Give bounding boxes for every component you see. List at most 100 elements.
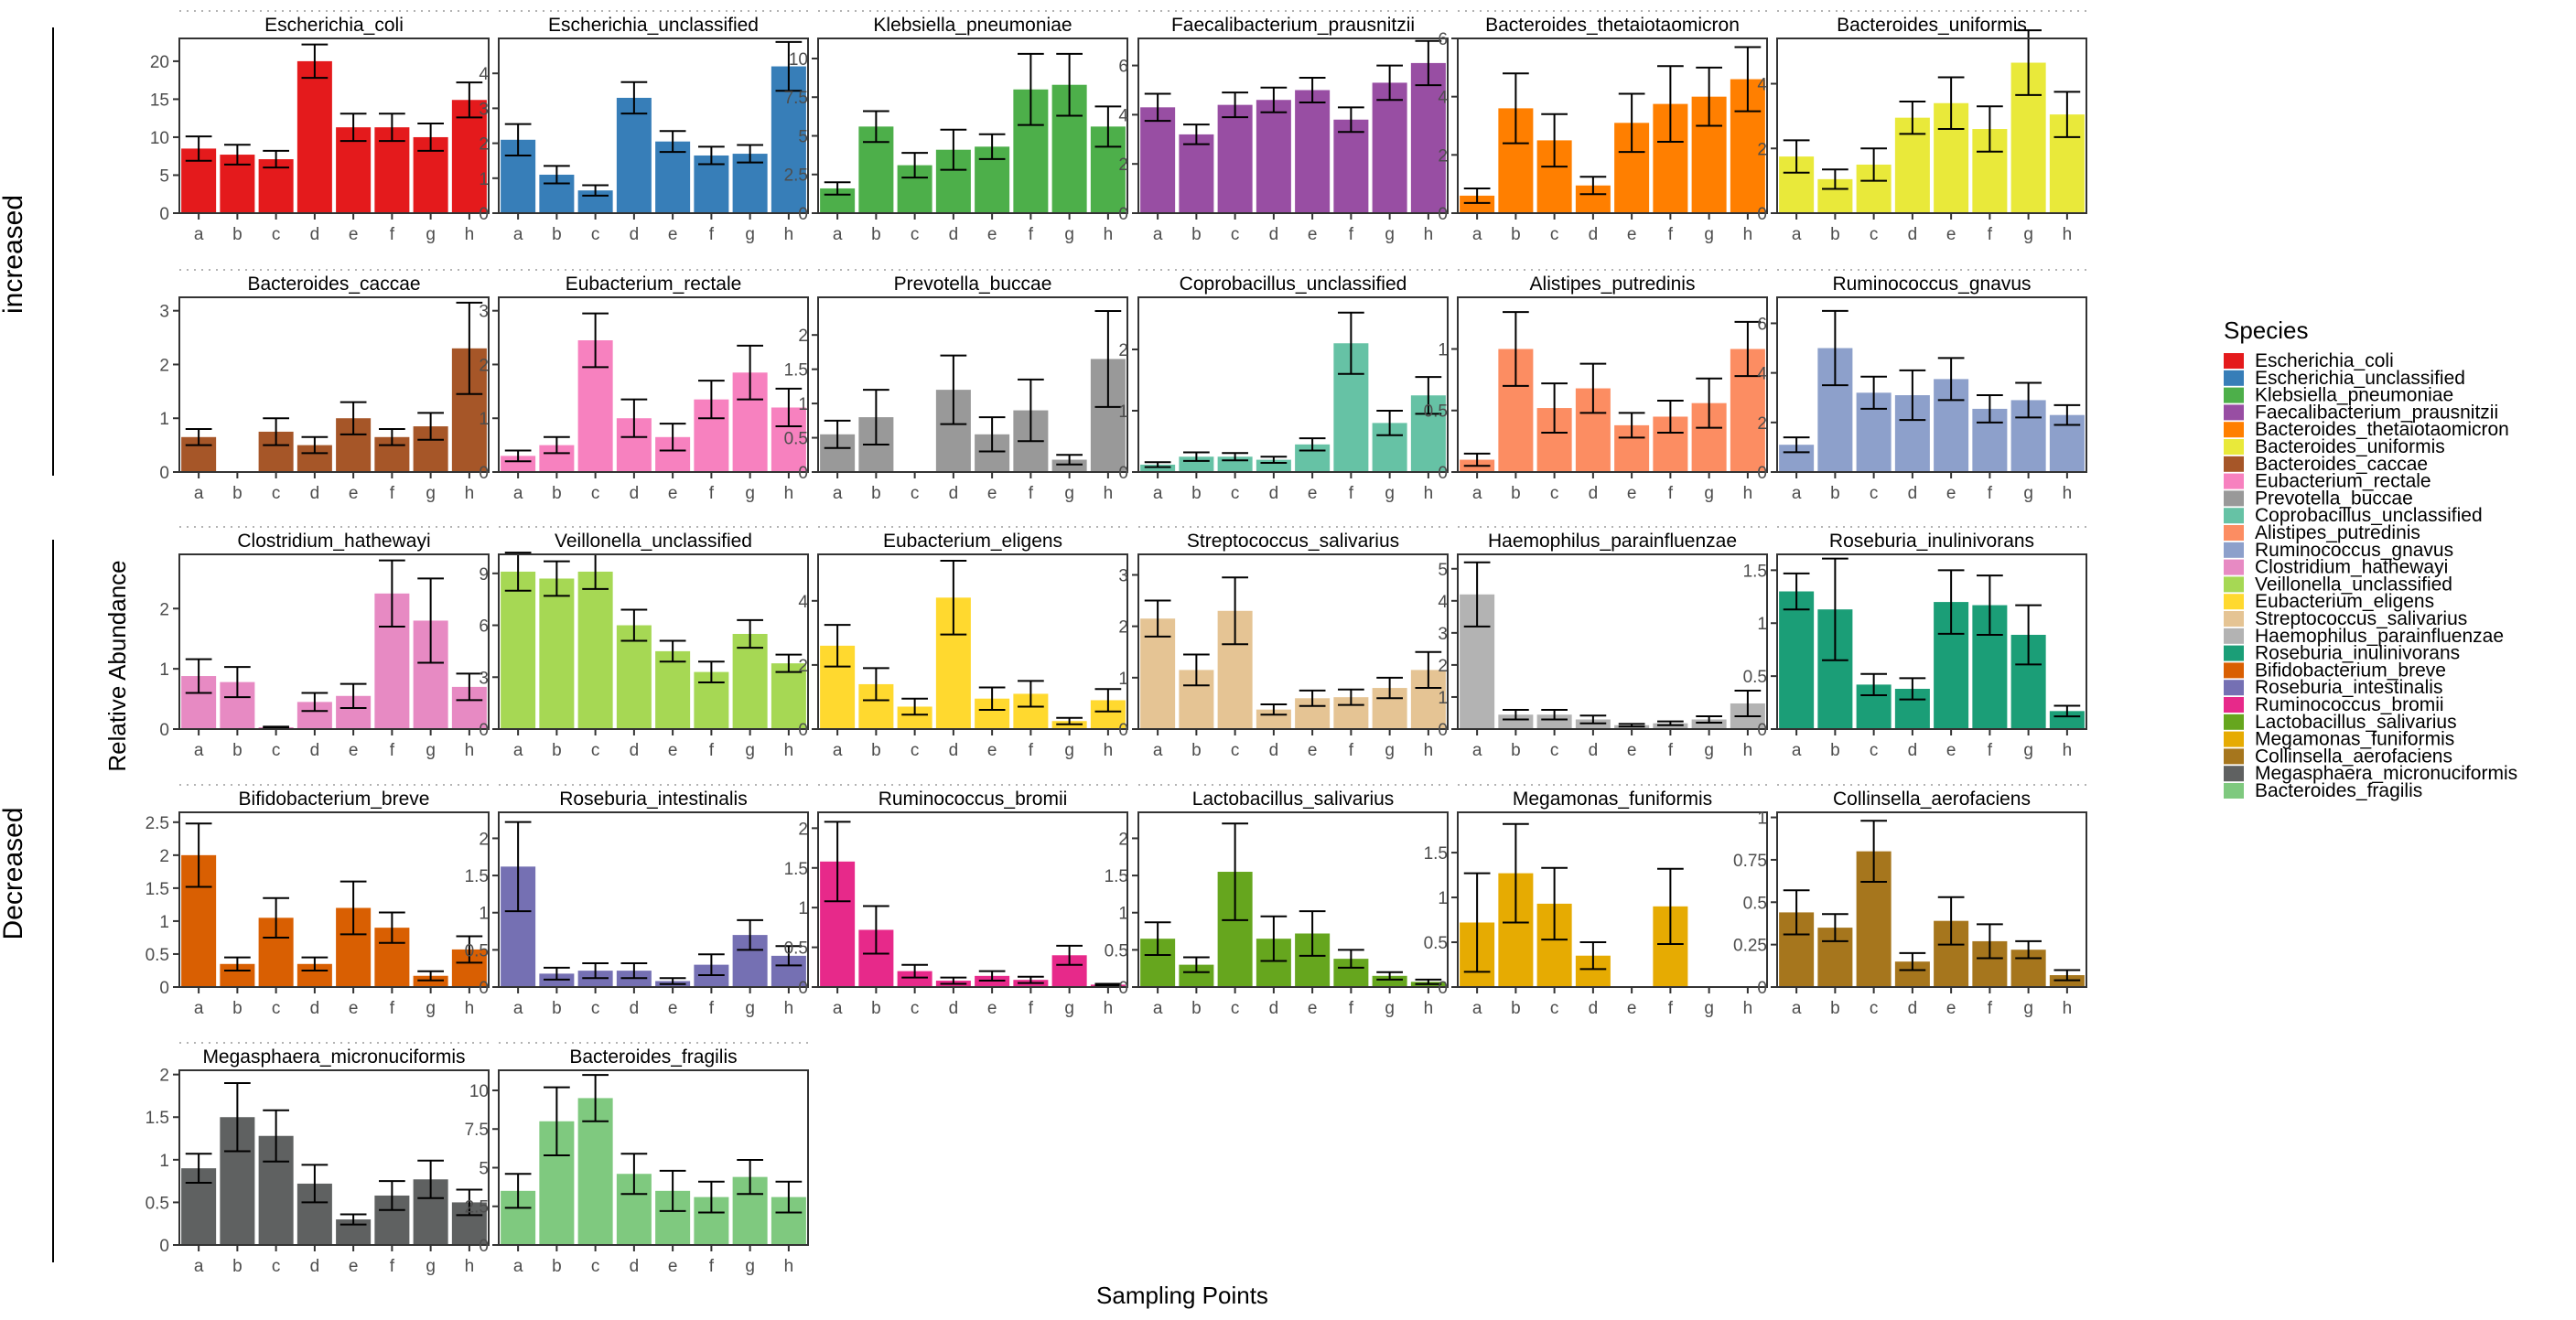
error-bar-d	[1260, 915, 1288, 962]
x-tick-label: d	[1269, 484, 1279, 503]
error-bar-d	[1899, 369, 1926, 422]
error-bar-a	[1463, 561, 1491, 628]
error-bar-d	[301, 1164, 329, 1204]
error-bar-e	[978, 970, 1006, 982]
x-tick-label: h	[1424, 484, 1434, 503]
x-tick-label: d	[1589, 484, 1599, 503]
y-tick-label: 2	[798, 820, 808, 839]
x-tick-label: h	[1104, 999, 1114, 1018]
error-bar-d	[1260, 86, 1288, 113]
error-bar-f	[379, 113, 405, 143]
error-bar-h	[775, 40, 803, 92]
y-tick-label: 1.5	[1743, 562, 1767, 581]
x-tick-label: d	[630, 999, 640, 1018]
y-tick-label: 1	[479, 410, 489, 429]
x-tick-label: f	[1029, 484, 1034, 503]
bar-g	[413, 975, 448, 987]
x-tick-label: f	[1988, 999, 1993, 1018]
x-tick-label: g	[1704, 225, 1714, 244]
legend-label: Roseburia_inulinivorans	[2255, 643, 2460, 664]
x-tick-label: b	[1511, 741, 1521, 760]
x-tick-label: a	[833, 484, 843, 503]
x-tick-label: b	[1830, 225, 1840, 244]
x-tick-label: a	[1153, 999, 1163, 1018]
y-tick-label: 2	[159, 356, 169, 375]
x-tick-label: e	[349, 225, 359, 244]
y-tick-label: 0	[479, 1237, 489, 1256]
x-tick-label: b	[1191, 741, 1202, 760]
panel-title: Eubacterium_eligens	[883, 531, 1062, 552]
error-bar-d	[1579, 362, 1607, 414]
y-tick-label: 2	[159, 1067, 169, 1086]
panel-border	[1776, 811, 2087, 988]
y-tick-label: 0	[1757, 464, 1767, 483]
panel-border	[178, 296, 490, 473]
panel-strip	[1458, 527, 1767, 553]
legend-item-alistipes-putredinis: Alistipes_putredinis	[2224, 522, 2420, 543]
x-tick-label: h	[1743, 225, 1753, 244]
error-bar-g	[1056, 944, 1083, 966]
y-tick-label: 10	[150, 129, 169, 148]
bar-a	[1460, 195, 1495, 213]
error-bar-h	[1415, 650, 1442, 690]
x-tick-label: e	[1946, 484, 1956, 503]
x-tick-label: b	[232, 484, 243, 503]
error-bar-f	[379, 1180, 405, 1211]
x-tick-label: e	[1627, 484, 1637, 503]
bar-h	[451, 100, 487, 213]
legend-label: Escherichia_unclassified	[2255, 368, 2465, 389]
legend-label: Escherichia_coli	[2255, 350, 2394, 371]
legend-swatch	[2224, 697, 2244, 713]
x-tick-label: d	[630, 484, 640, 503]
panel-strip	[499, 785, 808, 810]
error-bar-c	[1860, 375, 1887, 410]
panel-border	[1457, 811, 1768, 988]
y-tick-label: 1	[159, 660, 169, 680]
legend-swatch	[2224, 766, 2244, 782]
error-bar-g	[737, 618, 763, 649]
error-bar-g	[417, 123, 444, 152]
error-bar-g	[2015, 939, 2042, 960]
error-bar-f	[1018, 52, 1044, 126]
x-tick-label: a	[513, 1257, 523, 1276]
error-bar-c	[582, 1074, 609, 1122]
legend-label: Collinsella_aerofaciens	[2255, 746, 2452, 767]
y-tick-label: 0	[159, 1237, 169, 1256]
y-tick-label: 2	[1118, 830, 1128, 849]
legend-swatch	[2224, 473, 2244, 489]
error-bar-c	[1222, 91, 1248, 119]
error-bar-a	[824, 419, 851, 449]
x-tick-label: e	[668, 999, 678, 1018]
x-tick-label: h	[1424, 999, 1434, 1018]
x-tick-label: f	[1668, 484, 1674, 503]
panel-strip	[499, 1043, 808, 1068]
error-bar-f	[379, 427, 405, 446]
legend-item-klebsiella-pneumoniae: Klebsiella_pneumoniae	[2224, 385, 2453, 406]
panel-strip	[1138, 11, 1448, 37]
y-tick-label: 4	[479, 65, 489, 84]
legend-item-veillonella-unclassified: Veillonella_unclassified	[2224, 574, 2452, 595]
x-tick-label: d	[949, 741, 959, 760]
y-tick-label: 1.5	[784, 361, 808, 381]
y-tick-label: 2	[798, 327, 808, 346]
y-tick-label: 5	[798, 127, 808, 146]
x-tick-label: h	[1104, 741, 1114, 760]
bar-c	[897, 971, 932, 987]
x-tick-label: d	[630, 225, 640, 244]
y-tick-label: 0.5	[784, 939, 808, 959]
x-tick-label: a	[194, 225, 204, 244]
error-bar-f	[1657, 399, 1684, 434]
panel-strip	[1138, 270, 1448, 295]
legend-label: Bifidobacterium_breve	[2255, 660, 2446, 681]
legend-item-bacteroides-uniformis: Bacteroides_uniformis	[2224, 436, 2445, 457]
y-tick-label: 10	[469, 1082, 489, 1101]
error-bar-f	[698, 380, 725, 420]
error-bar-h	[456, 301, 483, 395]
legend-label: Bacteroides_uniformis	[2255, 436, 2445, 457]
x-tick-label: f	[390, 1257, 395, 1276]
error-bar-g	[417, 970, 444, 982]
bar-g	[1372, 82, 1407, 213]
x-tick-label: e	[1627, 999, 1637, 1018]
x-tick-label: c	[1870, 999, 1879, 1018]
x-tick-label: f	[709, 225, 715, 244]
